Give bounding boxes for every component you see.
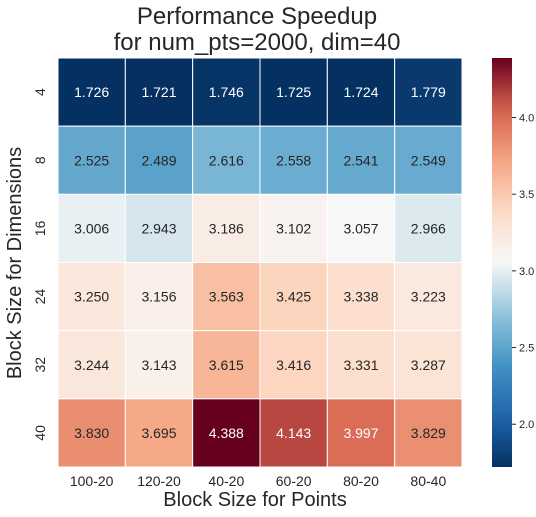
heatmap-cell xyxy=(259,262,328,332)
heatmap-cell xyxy=(57,57,126,127)
cell-value-label: 2.549 xyxy=(411,152,446,168)
cell-value-label: 4.143 xyxy=(276,425,311,441)
heatmap-cell xyxy=(259,57,328,127)
cell-value-label: 3.244 xyxy=(74,357,109,373)
cell-value-label: 3.425 xyxy=(276,289,311,305)
heatmap-cell xyxy=(57,330,126,400)
cell-value-label: 3.997 xyxy=(343,425,378,441)
heatmap-cell xyxy=(124,193,194,263)
heatmap-cell xyxy=(394,398,463,468)
cell-value-label: 3.830 xyxy=(74,425,109,441)
cell-value-label: 2.558 xyxy=(276,152,311,168)
cell-value-label: 1.724 xyxy=(343,84,378,100)
cell-value-label: 1.746 xyxy=(209,84,244,100)
heatmap-cell xyxy=(259,193,328,263)
y-tick-label: 8 xyxy=(32,156,48,164)
heatmap-cell xyxy=(259,330,328,400)
cell-value-label: 4.388 xyxy=(209,425,244,441)
y-tick-label: 32 xyxy=(32,357,48,373)
colorbar-ticks: 2.0 2.5 3.0 3.5 4.0 xyxy=(512,113,534,431)
colorbar-tick-label: 2.0 xyxy=(519,419,534,431)
cell-value-label: 3.057 xyxy=(343,220,378,236)
cell-value-label: 3.006 xyxy=(74,220,109,236)
cell-value-label: 2.616 xyxy=(209,152,244,168)
cell-value-label: 3.143 xyxy=(141,357,176,373)
heatmap-cell xyxy=(124,125,194,195)
heatmap-cell xyxy=(192,57,261,127)
heatmap-cell xyxy=(326,262,396,332)
cell-value-label: 3.186 xyxy=(209,220,244,236)
heatmap-cell xyxy=(326,398,396,468)
cell-value-label: 3.615 xyxy=(209,357,244,373)
colorbar-tick-label: 3.0 xyxy=(519,266,534,278)
cell-value-label: 3.223 xyxy=(411,289,446,305)
colorbar-tick-label: 4.0 xyxy=(519,113,534,125)
chart-title-line-2: for num_pts=2000, dim=40 xyxy=(114,29,401,56)
cell-value-label: 3.338 xyxy=(343,289,378,305)
heatmap-cell xyxy=(192,330,261,400)
cell-value-label: 3.102 xyxy=(276,220,311,236)
heatmap-cell xyxy=(259,125,328,195)
x-tick-label: 80-20 xyxy=(343,473,379,489)
x-tick-label: 40-20 xyxy=(208,473,244,489)
y-tick-label: 40 xyxy=(32,425,48,441)
cell-value-label: 2.966 xyxy=(411,220,446,236)
heatmap-cell xyxy=(192,262,261,332)
heatmap-cells: 1.726 1.721 1.746 1.725 1.724 1.779 2.525 2.489… xyxy=(57,57,463,468)
cell-value-label: 1.721 xyxy=(141,84,176,100)
cell-value-label: 3.156 xyxy=(141,289,176,305)
cell-value-label: 3.829 xyxy=(411,425,446,441)
heatmap-cell xyxy=(394,330,463,400)
heatmap-cell xyxy=(394,57,463,127)
cell-value-label: 3.563 xyxy=(209,289,244,305)
cell-value-label: 3.331 xyxy=(343,357,378,373)
heatmap-cell xyxy=(394,193,463,263)
cell-value-label: 3.416 xyxy=(276,357,311,373)
cell-value-label: 2.489 xyxy=(141,152,176,168)
x-tick-label: 120-20 xyxy=(137,473,181,489)
cell-value-label: 1.726 xyxy=(74,84,109,100)
heatmap-cell xyxy=(326,193,396,263)
colorbar-tick-label: 3.5 xyxy=(519,189,534,201)
cell-value-label: 2.943 xyxy=(141,220,176,236)
x-tick-labels: 100-20 120-20 40-20 60-20 80-20 80-40 xyxy=(70,473,447,489)
heatmap-cell xyxy=(57,398,126,468)
y-tick-label: 16 xyxy=(32,220,48,236)
heatmap-cell xyxy=(394,125,463,195)
y-tick-label: 24 xyxy=(32,289,48,305)
x-tick-label: 80-40 xyxy=(410,473,446,489)
cell-value-label: 3.250 xyxy=(74,289,109,305)
heatmap-cell xyxy=(326,330,396,400)
y-tick-labels: 4 8 16 24 32 40 xyxy=(32,88,48,441)
x-axis-label: Block Size for Points xyxy=(163,489,346,511)
cell-value-label: 1.779 xyxy=(411,84,446,100)
cell-value-label: 1.725 xyxy=(276,84,311,100)
cell-value-label: 3.695 xyxy=(141,425,176,441)
heatmap-cell xyxy=(124,262,194,332)
heatmap-cell xyxy=(259,398,328,468)
heatmap-cell xyxy=(124,57,194,127)
chart-title-line-1: Performance Speedup xyxy=(137,3,377,30)
heatmap-cell xyxy=(394,262,463,332)
cell-value-label: 2.541 xyxy=(343,152,378,168)
x-tick-label: 100-20 xyxy=(70,473,114,489)
colorbar xyxy=(492,58,512,467)
x-tick-label: 60-20 xyxy=(276,473,312,489)
y-axis-label: Block Size for Dimensions xyxy=(4,147,26,379)
colorbar-tick-label: 2.5 xyxy=(519,343,534,355)
cell-value-label: 2.525 xyxy=(74,152,109,168)
y-tick-label: 4 xyxy=(32,88,48,96)
heatmap-cell xyxy=(57,262,126,332)
cell-value-label: 3.287 xyxy=(411,357,446,373)
